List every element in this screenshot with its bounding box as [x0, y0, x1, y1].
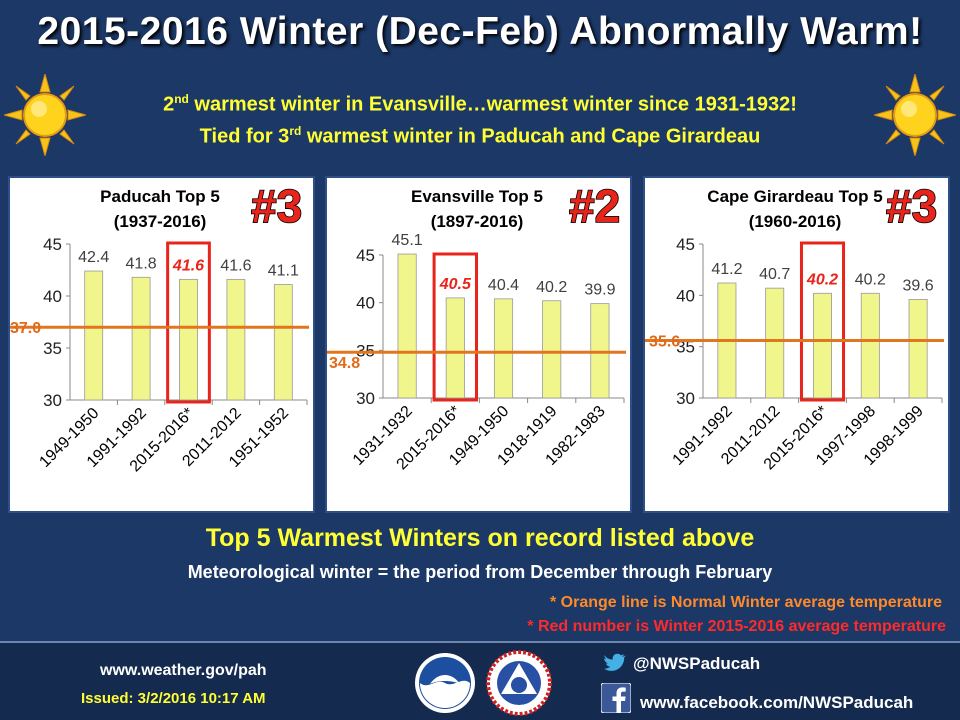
bar	[273, 284, 293, 401]
highlight-value-label: 40.2	[806, 271, 838, 288]
chart-paducah: Paducah Top 5(1937-2016) #33035404542.419…	[10, 179, 309, 475]
value-label: 41.8	[126, 255, 157, 272]
chart-evansville: Evansville Top 5(1897-2016)#23035404545.…	[327, 179, 626, 473]
nws-logo-icon	[486, 650, 552, 716]
y-tick-label: 30	[676, 389, 695, 408]
page-title: 2015-2016 Winter (Dec-Feb) Abnormally Wa…	[37, 10, 923, 53]
y-tick-label: 40	[356, 294, 375, 313]
chart-subtitle: (1960-2016)	[749, 212, 842, 231]
definition-caption: Meteorological winter = the period from …	[187, 562, 773, 582]
value-label: 41.1	[268, 263, 299, 280]
facebook-f-icon	[601, 683, 631, 713]
y-tick-label: 40	[43, 287, 62, 306]
value-label: 40.4	[488, 277, 519, 294]
bar	[397, 253, 417, 399]
chart-panel-evansville: Evansville Top 5(1897-2016)#23035404545.…	[325, 176, 632, 513]
twitter-bird-icon	[604, 653, 626, 671]
headline-caption: Top 5 Warmest Winters on record listed a…	[205, 524, 755, 552]
bar	[813, 292, 832, 399]
highlight-value-label: 40.5	[439, 276, 472, 293]
y-tick-label: 40	[676, 286, 695, 305]
chart-title: Paducah Top 5	[100, 187, 220, 206]
value-label: 40.2	[536, 279, 567, 296]
normal-value-label: 35.6	[649, 334, 680, 351]
bar	[84, 270, 104, 401]
y-tick-label: 45	[43, 235, 62, 254]
value-label: 45.1	[392, 232, 423, 249]
y-tick-label: 30	[356, 389, 375, 408]
bar	[493, 298, 514, 399]
rank-badge: #3	[886, 180, 937, 232]
value-label: 39.9	[584, 282, 615, 299]
twitter-handle[interactable]: @NWSPaducah	[633, 654, 761, 673]
chart-title: Evansville Top 5	[411, 187, 543, 206]
bar	[908, 299, 928, 399]
y-tick-label: 45	[356, 246, 375, 265]
sun-icon-left	[4, 74, 86, 156]
y-tick-label: 45	[676, 235, 695, 254]
chart-panel-cape-girardeau: Cape Girardeau Top 5 (1960-2016) #3 30 35 40 4…	[643, 176, 950, 513]
normal-value-label: 34.8	[329, 355, 360, 372]
bar	[226, 278, 246, 401]
bar	[542, 300, 562, 399]
sun-icon-right	[874, 74, 956, 156]
subtitle-line-1: 2nd warmest winter in Evansville…warmest…	[163, 92, 797, 116]
website-link[interactable]: www.weather.gov/pah	[100, 662, 267, 679]
subtitle-line-2: Tied for 3rd warmest winter in Paducah a…	[199, 124, 761, 148]
orange-line-note: * Orange line is Normal Winter average t…	[550, 594, 942, 611]
chart-subtitle: (1897-2016)	[431, 212, 524, 231]
footer-bar	[0, 641, 960, 720]
rank-badge: #3	[251, 180, 302, 232]
rank-badge: #2	[569, 180, 620, 232]
highlight-box	[166, 241, 211, 404]
value-label: 41.6	[220, 257, 251, 274]
value-label: 41.2	[711, 261, 742, 278]
highlight-box	[432, 252, 479, 402]
chart-subtitle: (1937-2016)	[114, 212, 207, 231]
value-label: 42.4	[78, 249, 109, 266]
value-label: 40.7	[759, 266, 790, 283]
y-tick-label: 35	[43, 339, 62, 358]
y-tick-label: 35	[676, 338, 695, 357]
value-label: 39.6	[903, 277, 934, 294]
chart-cape-girardeau: Cape Girardeau Top 5 (1960-2016) #3 30 35 40 4…	[645, 179, 944, 473]
facebook-link[interactable]: www.facebook.com/NWSPaducah	[640, 693, 914, 712]
bar	[179, 278, 198, 401]
y-tick-label: 30	[43, 391, 62, 410]
value-label: 40.2	[855, 271, 886, 288]
bar	[445, 297, 465, 399]
noaa-logo-icon	[415, 653, 475, 713]
bar	[765, 287, 785, 399]
red-number-note: * Red number is Winter 2015-2016 average…	[527, 618, 946, 635]
highlight-value-label: 41.6	[172, 257, 204, 274]
normal-value-label: 37.0	[10, 320, 41, 337]
bar	[860, 292, 880, 399]
bar	[131, 276, 151, 401]
highlight-box	[799, 241, 846, 402]
chart-title: Cape Girardeau Top 5	[707, 187, 882, 206]
chart-panel-paducah: Paducah Top 5 (1937-2016) #3 30 35 40 45 42.4 19…	[8, 176, 315, 513]
issued-timestamp: Issued: 3/2/2016 10:17 AM	[81, 690, 266, 707]
